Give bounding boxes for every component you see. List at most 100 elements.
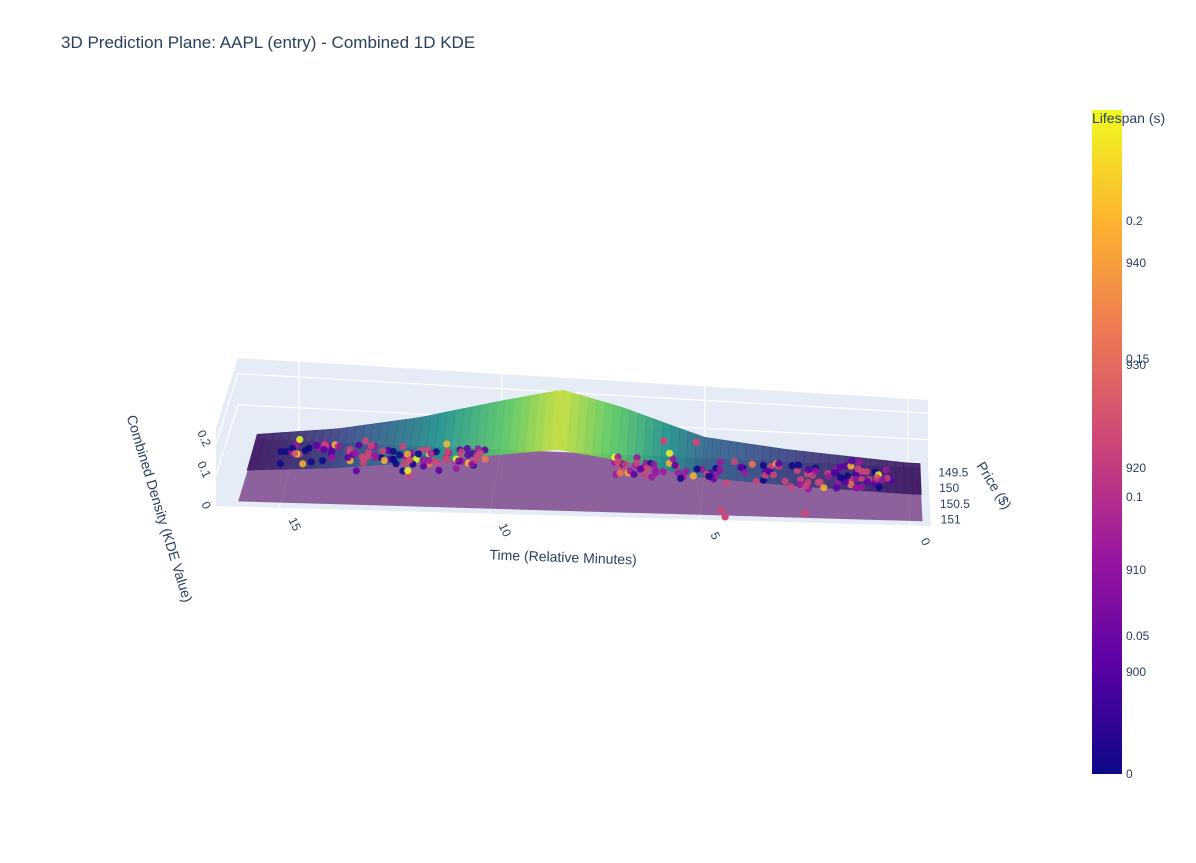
grid-line-z: [237, 373, 929, 414]
x-tick-label: 10: [496, 521, 514, 539]
scatter-point: [848, 457, 856, 465]
scatter-point: [857, 483, 865, 491]
scatter-point: [328, 454, 336, 462]
scatter-point: [455, 457, 463, 465]
scatter-point: [277, 448, 285, 456]
scatter-point: [759, 461, 767, 470]
scatter-point: [716, 458, 724, 466]
scatter-point-outlier: [389, 455, 398, 464]
scatter-point: [793, 466, 801, 475]
scatter-point: [334, 442, 343, 450]
scatter-point: [399, 442, 407, 450]
z-axis-title: Combined Density (KDE Value): [124, 413, 196, 604]
scatter-point: [875, 483, 883, 491]
x-tick-label: 5: [708, 530, 724, 542]
scatter-point: [404, 450, 412, 458]
scatter-point: [659, 467, 667, 476]
scatter-point: [830, 469, 839, 477]
scatter-point: [443, 440, 451, 448]
scatter-point: [473, 452, 481, 460]
scatter-point: [730, 458, 739, 466]
colorbar-tick-left: 0.2: [1126, 213, 1143, 228]
scatter-point: [787, 483, 795, 491]
scatter-point: [320, 445, 328, 454]
scatter-point: [824, 472, 833, 480]
scatter-point: [741, 468, 749, 476]
scatter-point: [737, 463, 745, 471]
scatter-point: [379, 447, 387, 455]
scatter-point: [855, 458, 864, 466]
scatter-point: [419, 462, 428, 470]
scatter-point: [299, 460, 307, 468]
scatter-point: [481, 455, 489, 463]
colorbar-tick-right: 940: [1126, 256, 1147, 271]
scatter-point: [832, 484, 841, 492]
scatter-point: [442, 454, 450, 462]
scatter-point: [764, 467, 772, 475]
scatter-point: [633, 454, 641, 462]
surface-patch: [894, 461, 905, 494]
scatter-point: [632, 459, 641, 467]
scatter-points[interactable]: [276, 435, 895, 521]
scatter-point: [878, 476, 887, 484]
surface-patch: [911, 462, 922, 495]
grid-line-z-left: [215, 404, 239, 475]
scatter-point: [396, 451, 404, 459]
y-axis-title: Price ($): [973, 459, 1015, 512]
scatter-point: [414, 450, 423, 458]
scatter-point: [352, 467, 360, 475]
scatter-point-outlier: [660, 437, 668, 445]
scatter-point: [380, 456, 388, 464]
scatter-point: [468, 460, 476, 468]
scatter-point: [682, 467, 690, 475]
x-tick-label: 0: [918, 536, 934, 548]
scatter-point: [769, 471, 778, 479]
x-tick-label: 15: [286, 515, 304, 533]
scatter-point: [857, 474, 866, 482]
scatter-point: [351, 449, 359, 457]
colorbar-tick-left: 0.05: [1126, 628, 1150, 643]
colorbar-tick-right: 920: [1126, 460, 1147, 475]
scatter-point: [775, 459, 783, 468]
scatter-point: [843, 472, 852, 480]
scatter-point: [643, 464, 651, 472]
scatter-point: [748, 460, 756, 468]
scatter-point: [367, 442, 375, 450]
scatter-point: [851, 475, 859, 483]
scatter-point: [847, 481, 855, 489]
scatter-point: [873, 474, 881, 482]
scatter-point: [804, 478, 812, 487]
scatter-point: [291, 450, 299, 458]
y-tick-label: 150: [939, 481, 959, 495]
scatter-point: [674, 469, 682, 477]
scatter-point: [816, 478, 824, 486]
scatter-point: [616, 469, 624, 477]
grid-line-z-left: [215, 373, 239, 444]
scatter-point: [677, 474, 685, 482]
z-tick-label: 0: [198, 499, 214, 511]
scatter-point: [614, 458, 622, 466]
scatter-point: [648, 473, 656, 481]
scatter-point: [463, 445, 471, 453]
scatter-point-outlier: [721, 513, 729, 521]
scatter-point: [296, 435, 304, 444]
scatter-point-outlier: [717, 507, 725, 515]
scatter-point: [671, 461, 679, 469]
scatter-point: [864, 477, 872, 486]
scatter-point: [389, 447, 397, 456]
scatter-point: [276, 460, 284, 468]
scatter-point: [836, 463, 844, 471]
colorbar-tick-left: 0.15: [1126, 352, 1150, 366]
scatter-point: [630, 470, 638, 478]
scatter-point: [788, 462, 796, 470]
y-tick-label: 151: [941, 513, 961, 527]
scatter-point: [722, 479, 731, 487]
scatter-point: [404, 467, 412, 475]
scatter-point: [307, 458, 315, 466]
y-tick-label: 150.5: [940, 497, 970, 511]
scatter-point: [841, 478, 850, 486]
scatter-point: [282, 448, 290, 456]
scatter-point: [406, 456, 414, 464]
scatter-point: [650, 460, 658, 468]
